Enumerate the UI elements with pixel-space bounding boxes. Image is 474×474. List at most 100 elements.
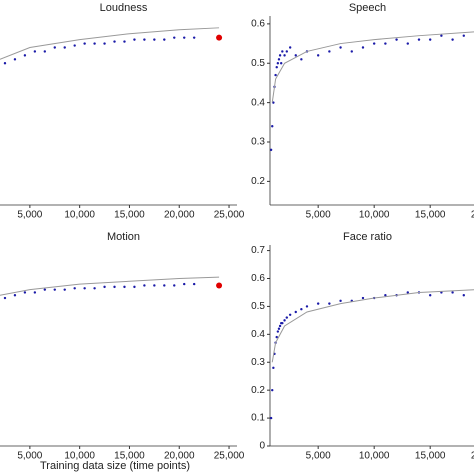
- data-point: [395, 38, 398, 41]
- data-point: [384, 294, 387, 297]
- x-tick-label: 20,000: [164, 451, 195, 462]
- data-point: [281, 50, 284, 53]
- y-tick-label: 0.4: [251, 97, 265, 108]
- chart-title: Face ratio: [343, 231, 392, 243]
- data-point: [93, 42, 96, 45]
- data-point: [63, 288, 66, 291]
- data-point: [280, 62, 283, 65]
- data-point: [33, 50, 37, 53]
- data-point: [417, 38, 421, 41]
- x-tick-label: 15,000: [415, 451, 446, 462]
- data-point: [53, 46, 56, 49]
- x-tick-label: 5,000: [17, 210, 42, 221]
- data-point: [153, 38, 156, 41]
- data-point: [283, 54, 286, 57]
- data-point: [372, 42, 376, 45]
- data-point: [83, 287, 86, 290]
- data-point: [451, 38, 454, 41]
- x-tick-label: 20,000: [471, 210, 474, 221]
- data-point: [133, 38, 136, 41]
- data-point: [133, 285, 136, 289]
- x-tick-label: 10,000: [64, 210, 95, 221]
- data-point: [278, 324, 282, 328]
- data-point: [451, 291, 454, 294]
- x-tick-label: 10,000: [359, 451, 390, 462]
- y-tick-label: 0.4: [251, 329, 265, 340]
- data-point: [183, 282, 186, 286]
- data-point: [294, 54, 297, 57]
- data-point: [153, 284, 156, 287]
- y-tick-label: 0.6: [251, 273, 265, 284]
- data-point: [277, 327, 281, 330]
- x-tick-label: 25,000: [214, 451, 245, 462]
- data-point: [192, 36, 196, 39]
- data-point: [53, 288, 56, 291]
- data-point: [123, 40, 126, 43]
- y-tick-label: 0.2: [251, 176, 265, 187]
- data-point: [316, 54, 320, 57]
- data-point: [83, 42, 86, 45]
- x-tick-label: 15,000: [114, 210, 145, 221]
- data-point: [163, 284, 166, 287]
- data-point: [43, 50, 47, 53]
- data-point: [350, 50, 353, 53]
- data-point: [406, 42, 409, 45]
- x-tick-label: 15,000: [415, 210, 446, 221]
- x-tick-label: 5,000: [306, 451, 331, 462]
- data-point: [43, 288, 47, 291]
- data-point: [173, 36, 176, 39]
- x-tick-label: 15,000: [114, 451, 145, 462]
- data-point: [281, 321, 284, 325]
- data-point: [275, 335, 278, 339]
- data-point: [103, 42, 106, 45]
- data-point: [271, 388, 274, 392]
- data-point: [3, 296, 7, 300]
- data-point: [183, 36, 186, 39]
- y-tick-label: 0: [259, 441, 265, 452]
- x-tick-label: 10,000: [359, 210, 390, 221]
- data-point: [406, 291, 409, 294]
- data-point: [428, 38, 432, 41]
- chart-title: Loudness: [100, 2, 148, 14]
- fit-line: [271, 31, 474, 103]
- fit-line: [0, 27, 220, 60]
- data-point: [328, 302, 331, 305]
- data-point: [143, 38, 146, 41]
- x-tick-label: 10,000: [64, 451, 95, 462]
- data-point: [73, 44, 76, 47]
- data-point: [63, 46, 66, 49]
- x-tick-label: 5,000: [306, 210, 331, 221]
- y-tick-label: 0.3: [251, 137, 265, 148]
- data-point: [339, 299, 342, 303]
- data-point: [13, 58, 17, 61]
- data-point: [143, 284, 146, 287]
- data-point: [276, 62, 280, 65]
- fit-line: [0, 276, 220, 296]
- data-point: [3, 62, 7, 65]
- data-point: [113, 285, 116, 289]
- data-point: [269, 416, 273, 420]
- data-point: [288, 313, 292, 316]
- y-tick-label: 0.5: [251, 301, 265, 312]
- data-point: [275, 65, 278, 69]
- data-point: [173, 284, 176, 287]
- data-point: [13, 294, 17, 297]
- x-tick-label: 20,000: [471, 451, 474, 462]
- data-point: [300, 58, 303, 61]
- data-point: [23, 291, 27, 294]
- data-point: [103, 285, 106, 289]
- data-point: [277, 58, 281, 61]
- x-tick-label: 20,000: [164, 210, 195, 221]
- data-point: [462, 34, 465, 37]
- data-point: [123, 285, 126, 289]
- data-point: [440, 34, 443, 37]
- data-point: [361, 296, 365, 300]
- y-tick-label: 0.1: [251, 413, 265, 424]
- data-point: [93, 287, 96, 290]
- highlight-point: [216, 34, 223, 41]
- y-tick-label: 0.7: [251, 245, 265, 256]
- data-point: [271, 125, 274, 128]
- data-point: [272, 366, 275, 370]
- y-tick-label: 0.6: [251, 19, 265, 30]
